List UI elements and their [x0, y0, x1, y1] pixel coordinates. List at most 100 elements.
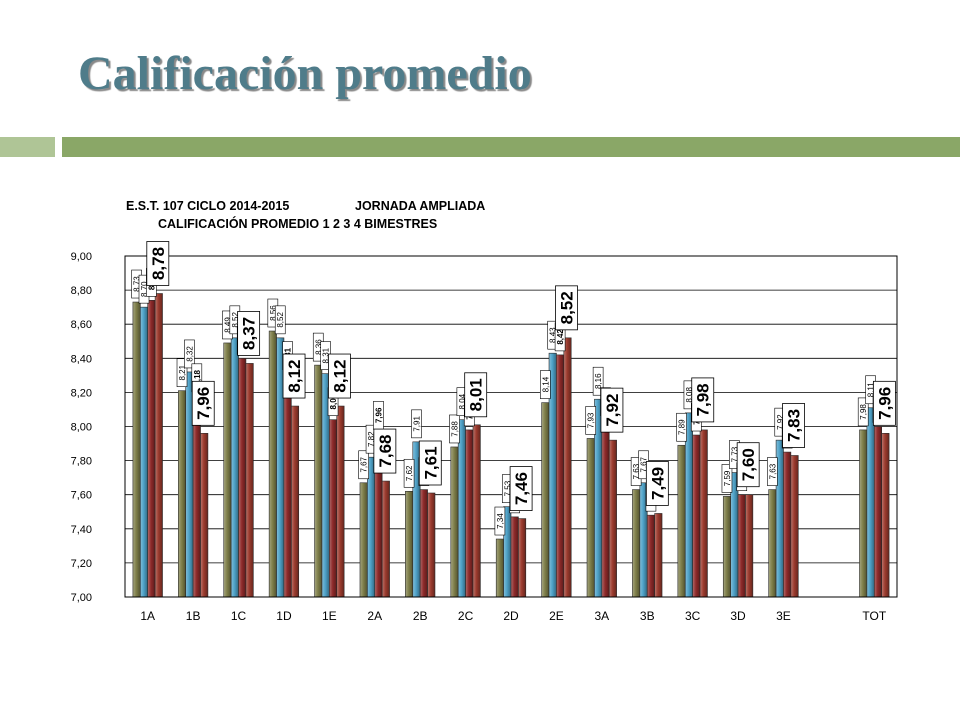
x-tick-label: 1A: [140, 609, 155, 623]
bar-1E-series-1: [314, 364, 323, 598]
y-tick-label: 9,00: [71, 251, 92, 263]
data-label-text: 7,49: [648, 467, 667, 500]
data-label-text: 7,63: [632, 463, 641, 479]
bar-1C-series-3: [238, 358, 247, 598]
data-label-text: 7,63: [768, 463, 777, 479]
data-label-3A-series-1: 7,93: [585, 406, 597, 435]
data-label-1C-series-4: 8,37: [237, 311, 261, 356]
data-label-box: [146, 241, 170, 286]
data-label-text: 8,04: [458, 393, 467, 409]
bar-3E-series-1: [768, 489, 777, 598]
data-label-text: 7,83: [785, 409, 804, 442]
data-label-2B-series-2: 7,91: [411, 409, 422, 439]
y-tick-label: 8,80: [71, 285, 92, 297]
data-label-text: 8,52: [231, 312, 240, 328]
bar-1D-series-1: [268, 330, 277, 598]
slide-title: Calificación promedio: [78, 47, 532, 100]
data-label-text: 8,37: [240, 317, 259, 350]
data-label-box: [373, 428, 397, 474]
y-tick-label: 7,00: [71, 592, 92, 604]
data-label-box: [540, 370, 551, 399]
data-label-box: [403, 458, 415, 488]
bar-1A-series-4: [154, 293, 163, 598]
data-label-TOT-series-4: 7,96: [872, 380, 896, 426]
data-label-3D-series-4: 7,60: [736, 442, 760, 488]
data-label-text: 7,60: [739, 448, 758, 481]
data-label-box: [237, 311, 261, 356]
data-label-TOT-series-1: 7,98: [857, 397, 869, 427]
decorative-band-right: [62, 137, 960, 157]
x-tick-label: 3B: [640, 609, 655, 623]
data-label-box: [191, 380, 215, 426]
x-tick-label: 2E: [549, 609, 564, 623]
data-label-text: 7,68: [376, 435, 395, 468]
bar-2B-series-1: [405, 490, 414, 598]
data-label-3E-series-4: 7,83: [782, 403, 805, 448]
bar-1E-series-4: [336, 405, 345, 598]
bar-2D-series-1: [495, 538, 504, 598]
data-label-box: [358, 450, 369, 480]
bar-3C-series-4: [699, 429, 708, 598]
y-tick-label: 7,80: [71, 456, 92, 468]
bar-3B-series-1: [632, 489, 641, 598]
bar-3B-series-4: [654, 513, 663, 598]
data-label-3A-series-4: 7,92: [600, 387, 624, 433]
bar-TOT-series-2: [866, 407, 875, 598]
data-label-text: 8,18: [193, 369, 202, 385]
data-label-text: 7,89: [678, 419, 687, 435]
x-tick-label: 1D: [276, 609, 292, 623]
data-label-2A-series-4: 7,68: [373, 428, 397, 474]
bar-3D-series-4: [745, 494, 754, 598]
data-label-text: 8,14: [541, 376, 550, 392]
data-label-3B-series-4: 7,49: [645, 461, 669, 506]
data-label-text: 8,42: [556, 329, 565, 345]
data-label-text: 8,32: [185, 346, 194, 362]
data-label-text: 7,93: [587, 412, 596, 428]
bar-2C-series-4: [472, 424, 481, 598]
plot-area-border: [124, 255, 898, 598]
data-label-text: 7,92: [603, 394, 622, 427]
chart-marks: 7,00 7,20 7,40 7,60 7,80 8,00 8,20 8,40 8,60 8,80…: [71, 241, 898, 623]
data-label-2C-series-1: 7,88: [449, 414, 460, 444]
x-tick-label: 1E: [322, 609, 337, 623]
bar-1B-series-4: [200, 433, 209, 598]
data-label-text: 8,78: [149, 247, 168, 280]
data-label-text: 7,67: [640, 456, 649, 472]
data-label-2B-series-1: 7,62: [403, 458, 415, 488]
bar-1B-series-1: [178, 390, 187, 598]
bar-2C-series-2: [457, 419, 466, 598]
bar-3E-series-4: [790, 455, 799, 598]
data-label-box: [645, 461, 669, 506]
data-label-box: [494, 506, 506, 536]
data-label-text: 7,53: [503, 480, 512, 496]
x-tick-label: 2B: [413, 609, 428, 623]
data-label-text: 8,21: [178, 364, 187, 380]
data-label-text: 7,96: [374, 407, 383, 423]
x-tick-label: 3E: [776, 609, 791, 623]
bar-3D-series-3: [737, 494, 746, 598]
chart-subtitle: CALIFICACIÓN PROMEDIO 1 2 3 4 BIMESTRES: [158, 216, 437, 231]
data-label-box: [274, 305, 286, 335]
bar-1A-series-2: [140, 306, 149, 598]
data-label-text: 8,08: [685, 387, 694, 403]
data-label-3E-series-1: 7,63: [767, 457, 778, 486]
data-label-box: [449, 414, 460, 444]
data-label-1B-series-4: 7,96: [191, 380, 215, 426]
bar-chart: E.S.T. 107 CICLO 2014-2015 JORNADA AMPLI…: [71, 199, 898, 623]
data-label-2C-series-4: 8,01: [464, 372, 488, 418]
data-label-text: 7,62: [405, 465, 414, 481]
data-label-text: 7,96: [194, 387, 213, 420]
bar-1E-series-3: [329, 419, 338, 598]
data-label-box: [721, 464, 733, 493]
data-label-box: [184, 339, 195, 369]
x-tick-label: 2C: [458, 609, 474, 623]
data-label-text: 8,31: [322, 347, 331, 363]
data-label-1B-series-2: 8,32: [184, 339, 195, 369]
data-label-2B-series-4: 7,61: [418, 440, 442, 486]
data-label-text: 8,12: [330, 359, 349, 392]
data-label-box: [782, 403, 805, 448]
data-label-text: 7,73: [730, 446, 739, 462]
data-label-2A-series-3: 7,96: [373, 401, 384, 430]
bar-3A-series-1: [586, 438, 595, 598]
bar-TOT-series-1: [859, 429, 868, 598]
